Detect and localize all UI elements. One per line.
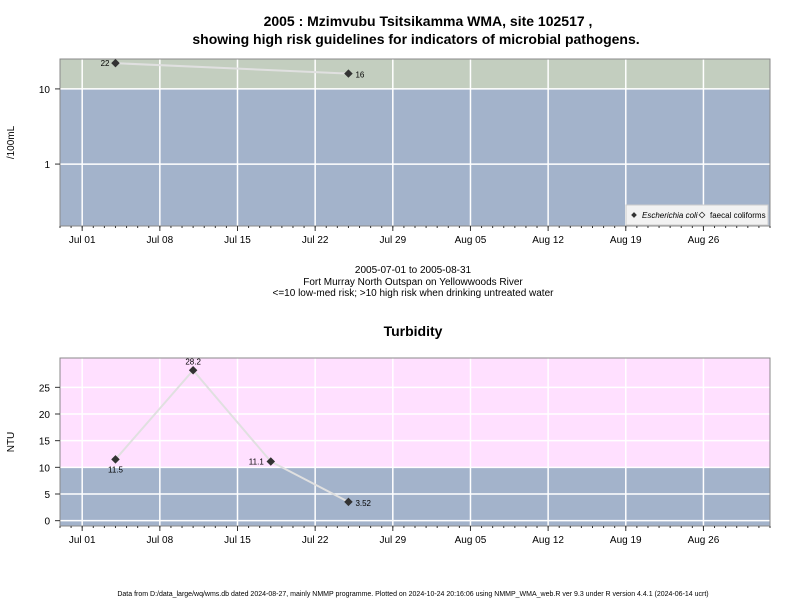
y-tick-label: 1 [44, 160, 50, 171]
y-axis-label: NTU [6, 432, 17, 453]
low-risk-band [60, 88, 770, 226]
data-label: 28.2 [185, 357, 201, 366]
x-tick-label: Jul 08 [147, 235, 174, 246]
series-line [115, 62, 349, 75]
x-tick-label: Jul 22 [302, 535, 329, 546]
y-tick-label: 15 [39, 437, 51, 448]
figure-title-line1: 2005 : Mzimvubu Tsitsikamma WMA, site 10… [264, 13, 593, 29]
y-tick-label: 10 [39, 463, 51, 474]
data-point [344, 69, 353, 78]
x-tick-label: Aug 05 [455, 235, 487, 246]
legend: Escherichia coli faecal coliforms [625, 204, 769, 226]
x-tick-label: Jul 01 [69, 535, 96, 546]
x-tick-label: Jul 01 [69, 235, 96, 246]
x-tick-label: Jul 15 [224, 535, 251, 546]
data-point [188, 366, 198, 375]
high-risk-band [60, 59, 770, 89]
y-tick-label: 10 [39, 85, 51, 96]
period-caption: 2005-07-01 to 2005-08-31 [355, 265, 472, 276]
x-tick-label: Aug 05 [455, 535, 487, 546]
legend-box [625, 204, 769, 226]
site-caption: Fort Murray North Outspan on Yellowwoods… [303, 277, 523, 288]
data-label: 11.1 [249, 457, 265, 466]
data-label: 22 [101, 59, 110, 68]
y-tick-label: 20 [39, 410, 51, 421]
x-tick-label: Jul 22 [302, 235, 329, 246]
data-point [266, 457, 276, 466]
x-tick-label: Aug 26 [688, 535, 720, 546]
x-tick-label: Aug 12 [532, 235, 564, 246]
x-tick-label: Aug 12 [532, 535, 564, 546]
y-tick-label: 5 [44, 490, 50, 501]
footer-note: Data from D:/data_large/wq/wms.db dated … [117, 591, 708, 598]
y-tick-label: 0 [44, 517, 50, 528]
microbial-chart: Jul 01 Jul 08 Jul 15 Jul 22 Jul 29 Aug 05 Aug … [6, 58, 771, 246]
x-tick-label: Aug 26 [688, 235, 720, 246]
series-line [114, 368, 349, 503]
x-tick-label: Jul 08 [147, 535, 174, 546]
legend-marker-ecoli [631, 212, 637, 218]
x-tick-label: Aug 19 [610, 235, 642, 246]
high-risk-band [60, 358, 770, 468]
data-point [344, 497, 353, 507]
x-tick-label: Jul 15 [224, 235, 251, 246]
legend-marker-faecal [698, 211, 706, 219]
legend-label-ecoli: Escherichia coli [642, 211, 698, 220]
low-risk-band [60, 467, 770, 526]
data-point [111, 58, 120, 68]
y-axis-label: /100mL [6, 125, 17, 159]
data-label: 16 [355, 71, 364, 80]
y-tick-label: 25 [39, 383, 51, 394]
data-point [111, 455, 120, 464]
data-label: 3.52 [355, 499, 371, 508]
x-tick-label: Jul 29 [379, 235, 406, 246]
figure-title-line2: showing high risk guidelines for indicat… [192, 31, 639, 47]
turbidity-chart: Jul 01 Jul 08 Jul 15 Jul 22 Jul 29 Aug 05 Aug … [6, 357, 771, 546]
turbidity-chart-title: Turbidity [384, 323, 443, 339]
risk-caption: <=10 low-med risk; >10 high risk when dr… [273, 288, 555, 299]
legend-label-faecal: faecal coliforms [710, 211, 766, 220]
data-label: 11.5 [108, 465, 124, 474]
x-tick-label: Jul 29 [379, 535, 406, 546]
x-tick-label: Aug 19 [610, 535, 642, 546]
